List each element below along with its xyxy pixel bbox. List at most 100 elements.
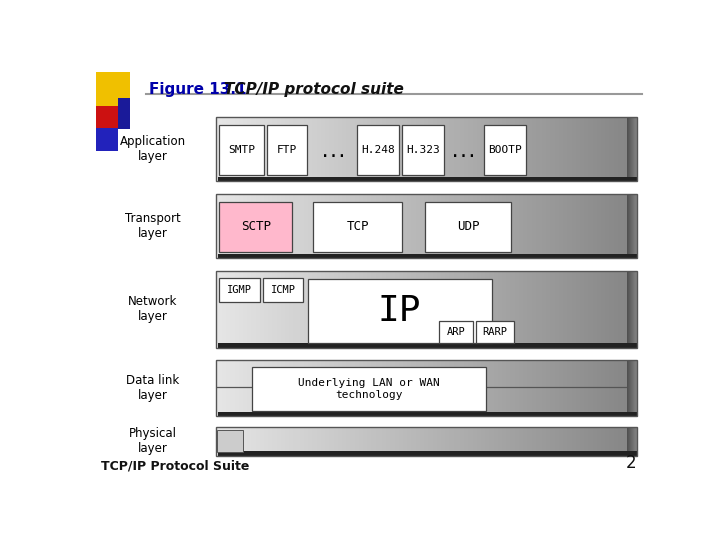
Bar [490, 194, 492, 258]
Bar [415, 271, 418, 348]
Bar [386, 360, 389, 416]
Bar [289, 117, 292, 181]
Bar [329, 427, 332, 456]
Bar [297, 194, 300, 258]
Bar [361, 360, 364, 416]
Bar [441, 427, 444, 456]
Bar [557, 360, 559, 416]
Bar [353, 427, 355, 456]
Bar [441, 194, 444, 258]
Bar [572, 271, 575, 348]
Bar [495, 117, 498, 181]
Bar [224, 360, 227, 416]
Bar [283, 360, 286, 416]
Bar [384, 427, 387, 456]
Bar [308, 194, 311, 258]
Bar [376, 271, 378, 348]
Bar [552, 427, 555, 456]
Bar [506, 427, 509, 456]
Bar [588, 117, 591, 181]
Bar [593, 427, 595, 456]
Bar [597, 360, 600, 416]
Text: Application
layer: Application layer [120, 135, 186, 163]
Bar [217, 271, 220, 348]
Bar [431, 427, 433, 456]
Bar [317, 271, 320, 348]
Bar [331, 117, 334, 181]
Bar [222, 194, 225, 258]
Bar [445, 194, 448, 258]
Bar [438, 360, 441, 416]
Text: FTP: FTP [277, 145, 297, 155]
Bar [603, 427, 606, 456]
Bar [451, 117, 454, 181]
Bar [433, 271, 435, 348]
Bar [563, 427, 566, 456]
Bar [281, 194, 284, 258]
Bar [408, 427, 410, 456]
Bar [224, 427, 227, 456]
Bar [447, 271, 450, 348]
Bar [549, 117, 551, 181]
Bar [603, 194, 606, 258]
Bar [458, 194, 461, 258]
Bar [437, 427, 439, 456]
Bar [351, 271, 353, 348]
Bar [561, 427, 564, 456]
Bar [308, 427, 311, 456]
Bar [479, 194, 482, 258]
Bar [485, 194, 488, 258]
Bar [597, 194, 600, 258]
Bar [609, 271, 612, 348]
Bar [388, 117, 391, 181]
Bar [510, 271, 513, 348]
Bar [554, 117, 557, 181]
Bar [506, 360, 509, 416]
Bar [433, 194, 435, 258]
Bar [274, 117, 277, 181]
Bar [256, 427, 258, 456]
Bar [356, 360, 359, 416]
Bar [441, 360, 444, 416]
Bar [356, 194, 359, 258]
Bar [264, 194, 266, 258]
Bar [595, 427, 598, 456]
Bar [445, 360, 448, 416]
Bar [235, 360, 237, 416]
Text: SMTP: SMTP [228, 145, 256, 155]
Bar [359, 360, 361, 416]
Bar [264, 271, 266, 348]
Bar [224, 117, 227, 181]
Bar [372, 271, 374, 348]
Bar [413, 194, 416, 258]
Text: TCP: TCP [346, 220, 369, 233]
Bar [559, 194, 562, 258]
Bar [451, 194, 454, 258]
Bar [424, 271, 427, 348]
Bar [251, 194, 254, 258]
Bar [481, 360, 484, 416]
Bar [367, 194, 370, 258]
Bar [344, 117, 347, 181]
Bar [346, 427, 348, 456]
Bar [422, 427, 425, 456]
Bar [603, 271, 606, 348]
Bar [477, 427, 480, 456]
Bar [595, 271, 598, 348]
Bar [287, 427, 290, 456]
Bar [319, 271, 321, 348]
Bar [601, 427, 603, 456]
Bar [260, 360, 263, 416]
Bar [240, 427, 243, 456]
Bar [494, 117, 496, 181]
Bar [472, 360, 475, 416]
Bar [333, 194, 336, 258]
Bar [292, 427, 294, 456]
Bar [508, 360, 511, 416]
Bar [588, 194, 591, 258]
Bar [593, 194, 595, 258]
Bar [384, 117, 387, 181]
Bar [325, 427, 328, 456]
Bar [228, 117, 231, 181]
Bar [544, 271, 546, 348]
